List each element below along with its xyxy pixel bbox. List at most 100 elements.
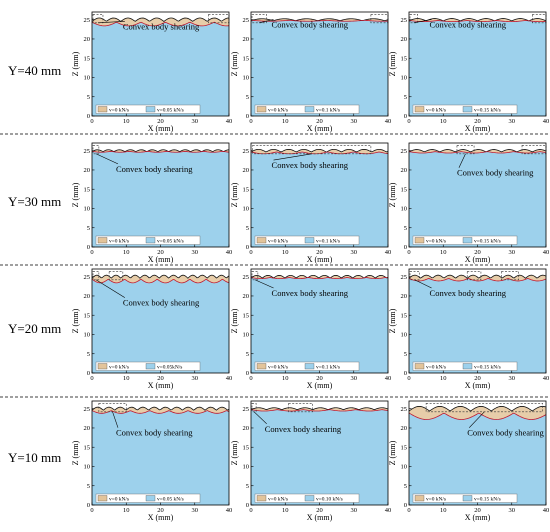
surface-line <box>250 148 389 153</box>
x-tick-label: 0 <box>407 118 410 125</box>
x-axis-label: X (mm) <box>307 255 333 264</box>
x-tick-label: 0 <box>90 375 93 382</box>
annotation-text: Convex body shearing <box>123 298 200 308</box>
x-tick-label: 0 <box>90 118 93 125</box>
shear-region-box <box>288 403 313 413</box>
y-axis-label: Z (mm) <box>388 308 397 333</box>
bulk-area <box>251 409 388 505</box>
y-tick-label: 0 <box>404 370 407 377</box>
legend-swatch <box>256 237 267 244</box>
x-tick-label: 40 <box>385 118 392 125</box>
x-tick-label: 10 <box>123 249 130 256</box>
y-tick-label: 15 <box>401 312 408 319</box>
legend-entry: v=0 kN/s <box>426 364 446 370</box>
initial-surface-line <box>408 412 547 420</box>
panel-1: Convex body shearing 0 10 20 30 40 0 5 10 15 20 25 X… <box>230 11 392 133</box>
x-tick-label: 30 <box>509 375 516 382</box>
x-tick-label: 40 <box>543 249 550 256</box>
panel-8: Convex body shearing 0 10 20 30 40 0 5 10 15 20 25 X… <box>388 268 549 390</box>
y-tick-label: 10 <box>401 75 408 82</box>
initial-surface-line <box>408 151 547 154</box>
panel-9: Convex body shearing 0 10 20 30 40 0 5 10 15 20 25 X… <box>71 400 232 522</box>
y-tick-label: 15 <box>401 55 408 62</box>
panel-4: Convex body shearing 0 10 20 30 40 0 5 10 15 20 25 X… <box>230 142 391 264</box>
legend-entry: v=0.15 kN/s <box>474 364 501 370</box>
x-tick-label: 20 <box>474 249 481 256</box>
legend-swatch <box>414 237 425 244</box>
legend-entry: v=0.05 kN/s <box>157 238 184 244</box>
x-tick-label: 0 <box>407 249 410 256</box>
surface-line <box>91 17 230 22</box>
y-tick-label: 0 <box>246 113 249 120</box>
y-tick-label: 25 <box>84 148 91 155</box>
shear-region-box <box>501 271 519 281</box>
x-axis-label: X (mm) <box>465 381 491 390</box>
annotation-arrow <box>259 19 274 24</box>
y-tick-label: 25 <box>243 406 250 413</box>
x-tick-label: 30 <box>509 249 516 256</box>
x-tick-label: 20 <box>474 118 481 125</box>
legend-swatch <box>304 106 315 113</box>
surface-line <box>408 149 547 153</box>
x-tick-label: 30 <box>509 118 516 125</box>
x-tick-label: 20 <box>316 507 323 514</box>
x-tick-label: 20 <box>157 249 164 256</box>
legend-swatch <box>97 495 108 502</box>
x-tick-label: 10 <box>123 375 130 382</box>
shear-region-box <box>466 271 482 281</box>
y-axis-label: Z (mm) <box>388 51 397 76</box>
y-tick-label: 10 <box>401 332 408 339</box>
bulk-area <box>251 277 388 373</box>
x-tick-label: 0 <box>249 118 252 125</box>
x-tick-label: 20 <box>157 118 164 125</box>
shear-region-box <box>92 14 104 24</box>
x-tick-label: 20 <box>316 118 323 125</box>
shear-region-box <box>409 14 418 24</box>
y-tick-label: 15 <box>401 186 408 193</box>
y-tick-label: 15 <box>84 312 91 319</box>
annotation-text: Convex body shearing <box>123 21 200 31</box>
y-tick-label: 5 <box>87 351 90 358</box>
x-tick-label: 30 <box>192 249 199 256</box>
x-tick-label: 40 <box>543 507 550 514</box>
x-tick-label: 0 <box>90 249 93 256</box>
legend-swatch <box>462 237 473 244</box>
initial-surface-line <box>250 277 389 280</box>
x-tick-label: 30 <box>192 118 199 125</box>
y-tick-label: 0 <box>87 370 90 377</box>
surface-line <box>91 274 230 279</box>
legend-entry: v=0 kN/s <box>109 107 129 113</box>
row-label-y20: Y=20 mm <box>8 321 61 336</box>
bulk-area <box>251 20 388 116</box>
legend-swatch <box>145 106 156 113</box>
legend-swatch <box>414 363 425 370</box>
annotation-text: Convex body shearing <box>430 19 507 29</box>
y-tick-label: 15 <box>84 55 91 62</box>
y-tick-label: 10 <box>84 75 91 82</box>
x-tick-label: 20 <box>316 375 323 382</box>
legend-entry: v=0.05 kN/s <box>157 107 184 113</box>
annotation-arrow <box>469 411 485 428</box>
y-tick-label: 20 <box>401 167 408 174</box>
x-tick-label: 20 <box>157 375 164 382</box>
legend-entry: v=0 kN/s <box>268 107 288 113</box>
annotation-text: Convex body shearing <box>467 428 544 438</box>
x-axis-label: X (mm) <box>465 513 491 522</box>
y-tick-label: 5 <box>246 94 249 101</box>
panel-0: Convex body shearing 0 10 20 30 40 0 5 10 15 20 25 X… <box>71 11 232 133</box>
shear-region-box <box>425 403 543 413</box>
surface-line <box>91 149 230 153</box>
row-label-y40: Y=40 mm <box>8 63 61 78</box>
y-tick-label: 0 <box>87 502 90 509</box>
y-tick-label: 5 <box>404 351 407 358</box>
y-axis-label: Z (mm) <box>71 182 80 207</box>
y-tick-label: 15 <box>243 186 250 193</box>
bulk-area <box>92 410 229 505</box>
annotation-arrow <box>253 411 267 425</box>
legend-swatch <box>304 237 315 244</box>
initial-surface-line <box>250 409 389 412</box>
x-tick-label: 0 <box>407 375 410 382</box>
x-tick-label: 20 <box>157 507 164 514</box>
y-tick-label: 20 <box>401 36 408 43</box>
y-axis-label: Z (mm) <box>230 308 239 333</box>
